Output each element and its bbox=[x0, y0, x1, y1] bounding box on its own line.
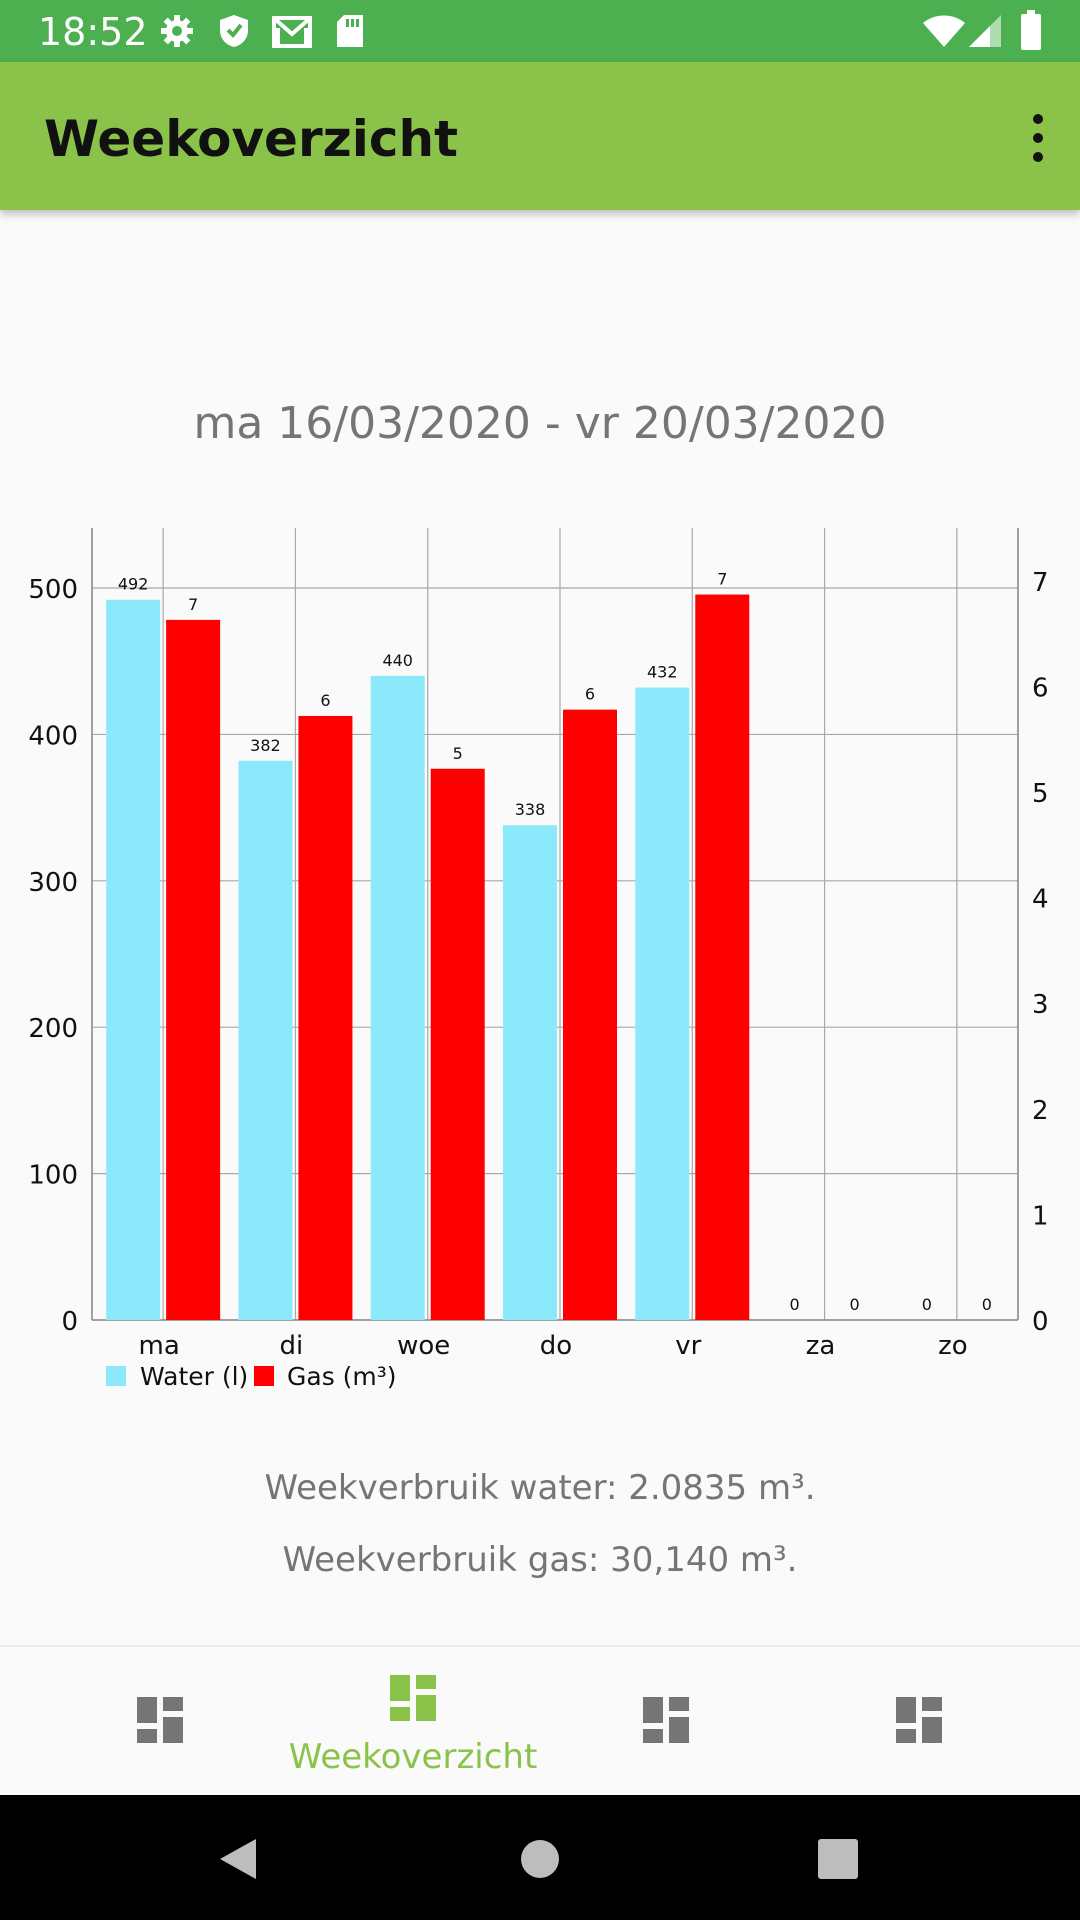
x-tick-label: za bbox=[806, 1331, 836, 1361]
x-tick-label: woe bbox=[397, 1331, 450, 1361]
water-bar-label: 382 bbox=[250, 736, 281, 755]
dashboard-icon bbox=[896, 1697, 942, 1743]
dashboard-icon bbox=[390, 1675, 436, 1721]
water-bar-label: 440 bbox=[382, 651, 413, 670]
x-tick-label: do bbox=[540, 1331, 572, 1361]
y-right-tick-label: 2 bbox=[1032, 1096, 1049, 1126]
y-right-tick-label: 6 bbox=[1032, 673, 1049, 703]
x-tick-label: zo bbox=[938, 1331, 968, 1361]
shield-icon bbox=[220, 15, 248, 47]
app-bar: Weekoverzicht bbox=[0, 62, 1080, 210]
y-right-tick-label: 1 bbox=[1032, 1201, 1049, 1231]
gas-bar bbox=[563, 709, 617, 1320]
gmail-icon bbox=[272, 16, 312, 48]
settings-icon bbox=[161, 15, 193, 47]
y-left-tick-label: 400 bbox=[28, 721, 78, 751]
legend-label-gas: Gas (m³) bbox=[287, 1362, 397, 1391]
nav-tab-3[interactable] bbox=[531, 1647, 801, 1797]
back-icon[interactable] bbox=[218, 1837, 258, 1881]
y-left-tick-label: 0 bbox=[61, 1307, 78, 1337]
gas-bar bbox=[430, 768, 485, 1320]
water-bar-label: 0 bbox=[922, 1295, 932, 1314]
date-range: ma 16/03/2020 - vr 20/03/2020 bbox=[193, 398, 887, 449]
dashboard-icon bbox=[137, 1697, 183, 1743]
water-bar bbox=[370, 675, 425, 1320]
nav-tab-weekoverzicht-label: Weekoverzicht bbox=[288, 1737, 538, 1777]
gas-bar bbox=[166, 619, 221, 1320]
y-left-tick-label: 500 bbox=[28, 575, 78, 605]
system-nav-bar bbox=[0, 1795, 1080, 1920]
week-water-total: Weekverbruik water: 2.0835 m³. bbox=[264, 1468, 816, 1508]
wifi-icon bbox=[923, 15, 965, 47]
y-right-tick-label: 4 bbox=[1032, 885, 1049, 915]
water-bar bbox=[635, 687, 690, 1320]
dashboard-icon bbox=[643, 1697, 689, 1743]
gas-bar-label: 0 bbox=[849, 1295, 859, 1314]
water-bar-label: 338 bbox=[515, 800, 546, 819]
x-tick-label: vr bbox=[675, 1331, 701, 1361]
x-tick-label: ma bbox=[139, 1331, 180, 1361]
y-left-tick-label: 100 bbox=[28, 1161, 78, 1191]
gas-bar-label: 6 bbox=[320, 691, 330, 710]
gas-bar bbox=[298, 715, 353, 1320]
home-icon[interactable] bbox=[520, 1839, 560, 1879]
legend-label-water: Water (l) bbox=[140, 1362, 248, 1391]
signal-icon bbox=[969, 15, 1001, 47]
water-bar bbox=[238, 760, 293, 1320]
status-bar: 18:52 bbox=[0, 0, 1080, 62]
status-time: 18:52 bbox=[38, 10, 148, 54]
gas-bar bbox=[695, 594, 750, 1320]
recents-icon[interactable] bbox=[818, 1839, 858, 1879]
battery-icon bbox=[1021, 10, 1041, 50]
water-bar bbox=[503, 825, 557, 1320]
y-left-tick-label: 300 bbox=[28, 868, 78, 898]
y-left-tick-label: 200 bbox=[28, 1014, 78, 1044]
bottom-nav: Weekoverzicht bbox=[0, 1645, 1080, 1797]
y-right-tick-label: 3 bbox=[1032, 990, 1049, 1020]
x-tick-label: di bbox=[280, 1331, 304, 1361]
y-right-tick-label: 7 bbox=[1032, 568, 1049, 598]
gas-bar-label: 7 bbox=[188, 595, 198, 614]
week-chart: 0100200300400500012345674927ma3826di4405… bbox=[28, 528, 1049, 1391]
water-bar-label: 0 bbox=[789, 1295, 799, 1314]
water-bar-label: 432 bbox=[647, 663, 678, 682]
legend-swatch-water bbox=[106, 1366, 126, 1386]
page-title: Weekoverzicht bbox=[44, 110, 458, 168]
overflow-menu-icon[interactable] bbox=[1026, 114, 1050, 162]
legend-swatch-gas bbox=[254, 1366, 274, 1386]
water-bar bbox=[106, 599, 161, 1320]
nav-tab-1[interactable] bbox=[25, 1647, 295, 1797]
gas-bar-label: 6 bbox=[585, 685, 595, 704]
gas-bar-label: 5 bbox=[453, 744, 463, 763]
sd-card-icon bbox=[337, 15, 363, 47]
water-bar-label: 492 bbox=[118, 575, 149, 594]
y-right-tick-label: 0 bbox=[1032, 1307, 1049, 1337]
nav-tab-4[interactable] bbox=[784, 1647, 1054, 1797]
week-gas-total: Weekverbruik gas: 30,140 m³. bbox=[282, 1540, 798, 1580]
gas-bar-label: 7 bbox=[717, 570, 727, 589]
gas-bar-label: 0 bbox=[982, 1295, 992, 1314]
nav-tab-weekoverzicht[interactable]: Weekoverzicht bbox=[278, 1647, 548, 1797]
y-right-tick-label: 5 bbox=[1032, 779, 1049, 809]
